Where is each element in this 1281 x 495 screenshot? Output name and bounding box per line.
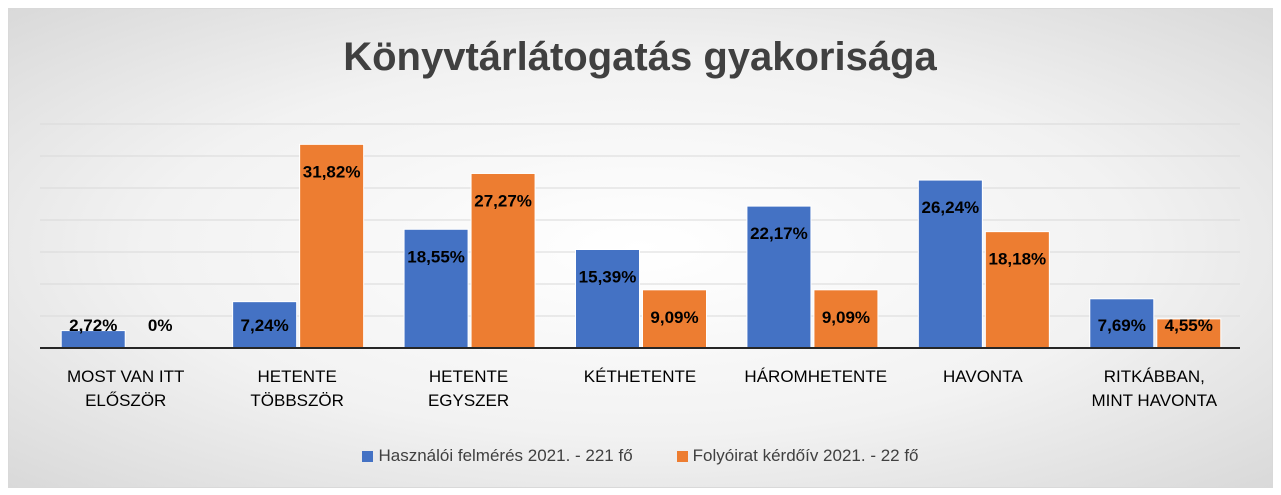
bar <box>470 172 536 349</box>
x-tick-label: HAVONTA <box>943 367 1023 386</box>
legend-item: Használói felmérés 2021. - 221 fő <box>362 446 633 466</box>
data-label: 31,82% <box>303 162 361 181</box>
data-label: 15,39% <box>579 268 637 287</box>
data-label: 9,09% <box>822 308 870 327</box>
x-tick-label: HETENTE EGYSZER <box>427 367 510 410</box>
bar <box>642 289 707 349</box>
legend-item: Folyóirat kérdőív 2021. - 22 fő <box>676 446 919 466</box>
bar <box>575 249 640 349</box>
legend-swatch <box>362 450 374 462</box>
bar <box>746 205 812 349</box>
data-label: 18,55% <box>407 247 465 266</box>
data-label: 22,17% <box>750 224 808 243</box>
legend-swatch <box>676 450 688 462</box>
data-label: 9,09% <box>650 308 698 327</box>
data-label: 2,72% <box>69 316 117 335</box>
bar <box>917 179 983 349</box>
bar <box>1089 298 1155 349</box>
chart-area <box>8 8 1273 488</box>
bar <box>299 143 365 349</box>
x-tick-label: MOST VAN ITT ELŐSZÖR <box>66 367 185 410</box>
legend-label: Használói felmérés 2021. - 221 fő <box>378 446 633 465</box>
bar <box>232 301 298 349</box>
data-label: 4,55% <box>1165 316 1213 335</box>
x-tick-label: RITKÁBBAN, MINT HAVONTA <box>1091 367 1218 410</box>
chart-title: Könyvtárlátogatás gyakorisága <box>343 35 937 79</box>
x-tick-label: HETENTE TÖBBSZÖR <box>250 367 344 410</box>
x-tick-label: KÉTHETENTE <box>583 367 697 386</box>
legend: Használói felmérés 2021. - 221 fő Folyóir… <box>0 446 1281 467</box>
data-label: 7,69% <box>1098 316 1146 335</box>
bar <box>1156 318 1222 349</box>
bar <box>813 289 879 349</box>
data-label: 26,24% <box>922 198 980 217</box>
data-label: 0% <box>148 316 173 335</box>
bar <box>984 231 1050 349</box>
legend-label: Folyóirat kérdőív 2021. - 22 fő <box>692 446 919 465</box>
data-label: 7,24% <box>241 316 289 335</box>
bar <box>403 228 469 349</box>
x-tick-label: HÁROMHETENTE <box>744 367 888 386</box>
data-label: 27,27% <box>474 191 532 210</box>
data-label: 18,18% <box>989 250 1047 269</box>
